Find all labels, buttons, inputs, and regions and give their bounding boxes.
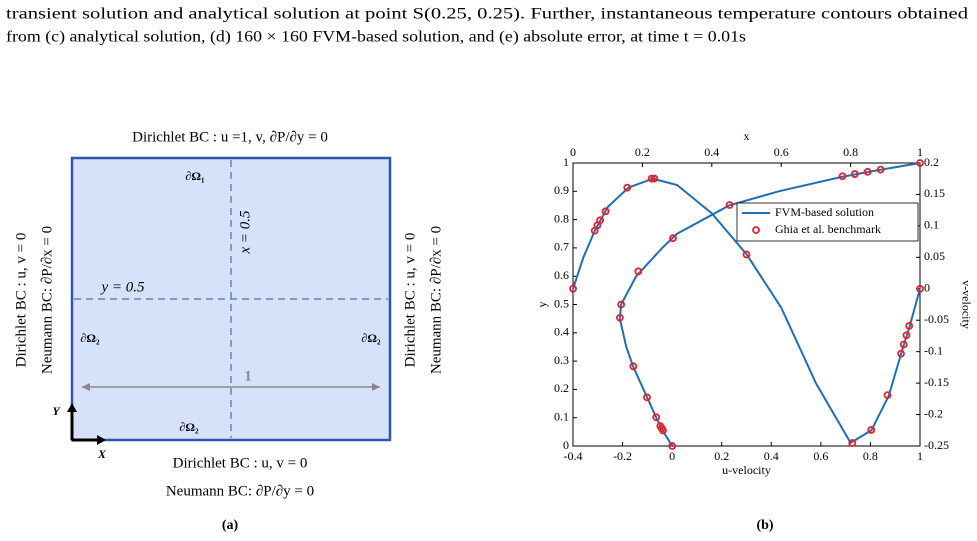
x2-tick-label: 0.4 bbox=[704, 145, 719, 159]
line bbox=[572, 177, 921, 445]
legend-label: Ghia et al. benchmark bbox=[775, 222, 881, 236]
line-label: x = 0.5 bbox=[237, 210, 253, 255]
x2-tick-label: 0 bbox=[570, 145, 576, 159]
y-tick-label: 0 bbox=[563, 438, 569, 452]
x-tick-label: 0 bbox=[669, 449, 675, 463]
caption-line: transient solution and analytical soluti… bbox=[6, 6, 968, 23]
marker bbox=[569, 284, 577, 293]
legend-swatch bbox=[752, 226, 760, 234]
boundary-label: ∂Ω₂ bbox=[179, 420, 199, 434]
y2-tick-label: -0.25 bbox=[924, 438, 949, 452]
marker bbox=[668, 442, 677, 450]
marker bbox=[617, 300, 626, 309]
x-tick-label: 0.6 bbox=[813, 449, 828, 463]
y-tick-label: 1 bbox=[563, 155, 569, 169]
bc-label: Neumann BC: ∂P/∂y = 0 bbox=[166, 483, 314, 499]
marker bbox=[902, 331, 911, 340]
bc-label: Dirichlet BC : u, v = 0 bbox=[402, 233, 418, 368]
y-tick-label: 0.2 bbox=[554, 381, 569, 395]
panel-a: Dirichlet BC : u =1, v, ∂P/∂y = 0 Dirich… bbox=[13, 129, 444, 533]
x2-tick-label: 0.6 bbox=[774, 145, 789, 159]
y2-tick-label: -0.05 bbox=[924, 312, 949, 326]
y-tick-label: 0.9 bbox=[554, 183, 569, 197]
marker bbox=[867, 426, 876, 434]
marker bbox=[876, 165, 885, 174]
x-tick-label: 0.4 bbox=[764, 449, 779, 463]
marker bbox=[623, 183, 632, 192]
y2-tick-label: -0.1 bbox=[924, 343, 943, 357]
x-tick-label: -0.4 bbox=[564, 449, 583, 463]
x-axis-label: u-velocity bbox=[722, 463, 771, 477]
marker bbox=[659, 426, 667, 435]
marker bbox=[899, 340, 908, 349]
marker bbox=[905, 322, 914, 330]
boundary-label: ∂Ω₂ bbox=[361, 331, 381, 345]
marker bbox=[850, 170, 859, 178]
y-tick-label: 0.8 bbox=[554, 211, 569, 225]
marker bbox=[897, 349, 905, 358]
marker bbox=[883, 391, 892, 400]
y-tick-label: 0.6 bbox=[554, 268, 569, 282]
axis-label: Y bbox=[52, 404, 61, 418]
x2-axis-label: x bbox=[744, 129, 750, 143]
y2-tick-label: 0.05 bbox=[924, 249, 945, 263]
bc-label: Dirichlet BC : u =1, v, ∂P/∂y = 0 bbox=[132, 129, 328, 145]
marker bbox=[669, 234, 677, 243]
x2-tick-label: 0.2 bbox=[635, 145, 650, 159]
marker bbox=[863, 167, 872, 176]
boundary-label: ∂Ω₂ bbox=[80, 331, 100, 345]
y-tick-label: 0.3 bbox=[554, 353, 569, 367]
y2-tick-label: 0.2 bbox=[924, 155, 939, 169]
y2-tick-label: -0.2 bbox=[924, 406, 943, 420]
x2-tick-label: 0.8 bbox=[843, 145, 858, 159]
axis-label: X bbox=[97, 447, 107, 461]
marker bbox=[725, 201, 734, 209]
x-tick-label: 0.8 bbox=[863, 449, 878, 463]
marker bbox=[652, 413, 661, 422]
panel-label: (a) bbox=[222, 518, 239, 533]
y2-tick-label: 0.1 bbox=[924, 218, 939, 232]
x2-tick-label: 1 bbox=[917, 145, 923, 159]
y-axis-label: y bbox=[535, 302, 549, 308]
marker bbox=[742, 250, 751, 259]
x-tick-label: 0.2 bbox=[714, 449, 729, 463]
y2-tick-label: -0.15 bbox=[924, 375, 949, 389]
x-tick-label: -0.2 bbox=[613, 449, 632, 463]
line bbox=[618, 162, 921, 447]
marker bbox=[838, 172, 847, 181]
marker bbox=[629, 362, 638, 371]
y-tick-label: 0.4 bbox=[554, 325, 569, 339]
panel-label: (b) bbox=[756, 518, 773, 533]
line-label: y = 0.5 bbox=[99, 279, 145, 295]
caption-line: from (c) analytical solution, (d) 160 × … bbox=[6, 29, 746, 46]
y-tick-label: 0.1 bbox=[554, 409, 569, 423]
bc-label: Dirichlet BC : u, v = 0 bbox=[13, 233, 29, 368]
y2-tick-label: 0.15 bbox=[924, 186, 945, 200]
y-tick-label: 0.7 bbox=[554, 240, 569, 254]
bc-label: Neumann BC: ∂P/∂x = 0 bbox=[428, 226, 444, 374]
axes-arrows bbox=[67, 403, 106, 445]
marker bbox=[650, 174, 659, 183]
marker bbox=[643, 393, 651, 402]
y-tick-label: 0.5 bbox=[554, 296, 569, 310]
axes-icon bbox=[70, 408, 100, 442]
y2-axis-label: v-velocity bbox=[959, 280, 973, 329]
length-label: 1 bbox=[244, 368, 252, 384]
boundary-label: ∂Ω₁ bbox=[185, 169, 205, 183]
bc-label: Neumann BC: ∂P/∂x = 0 bbox=[39, 226, 55, 374]
marker bbox=[590, 226, 599, 235]
x-tick-label: 1 bbox=[917, 449, 923, 463]
legend-box bbox=[736, 202, 919, 242]
marker bbox=[848, 439, 857, 447]
marker bbox=[615, 313, 624, 322]
marker bbox=[916, 159, 924, 167]
marker bbox=[647, 174, 656, 183]
legend-label: FVM-based solution bbox=[775, 205, 874, 219]
bc-label: Dirichlet BC : u, v = 0 bbox=[173, 455, 308, 471]
marker bbox=[634, 267, 643, 276]
y2-tick-label: 0 bbox=[924, 281, 930, 295]
marker bbox=[601, 207, 610, 216]
marker bbox=[916, 284, 924, 293]
